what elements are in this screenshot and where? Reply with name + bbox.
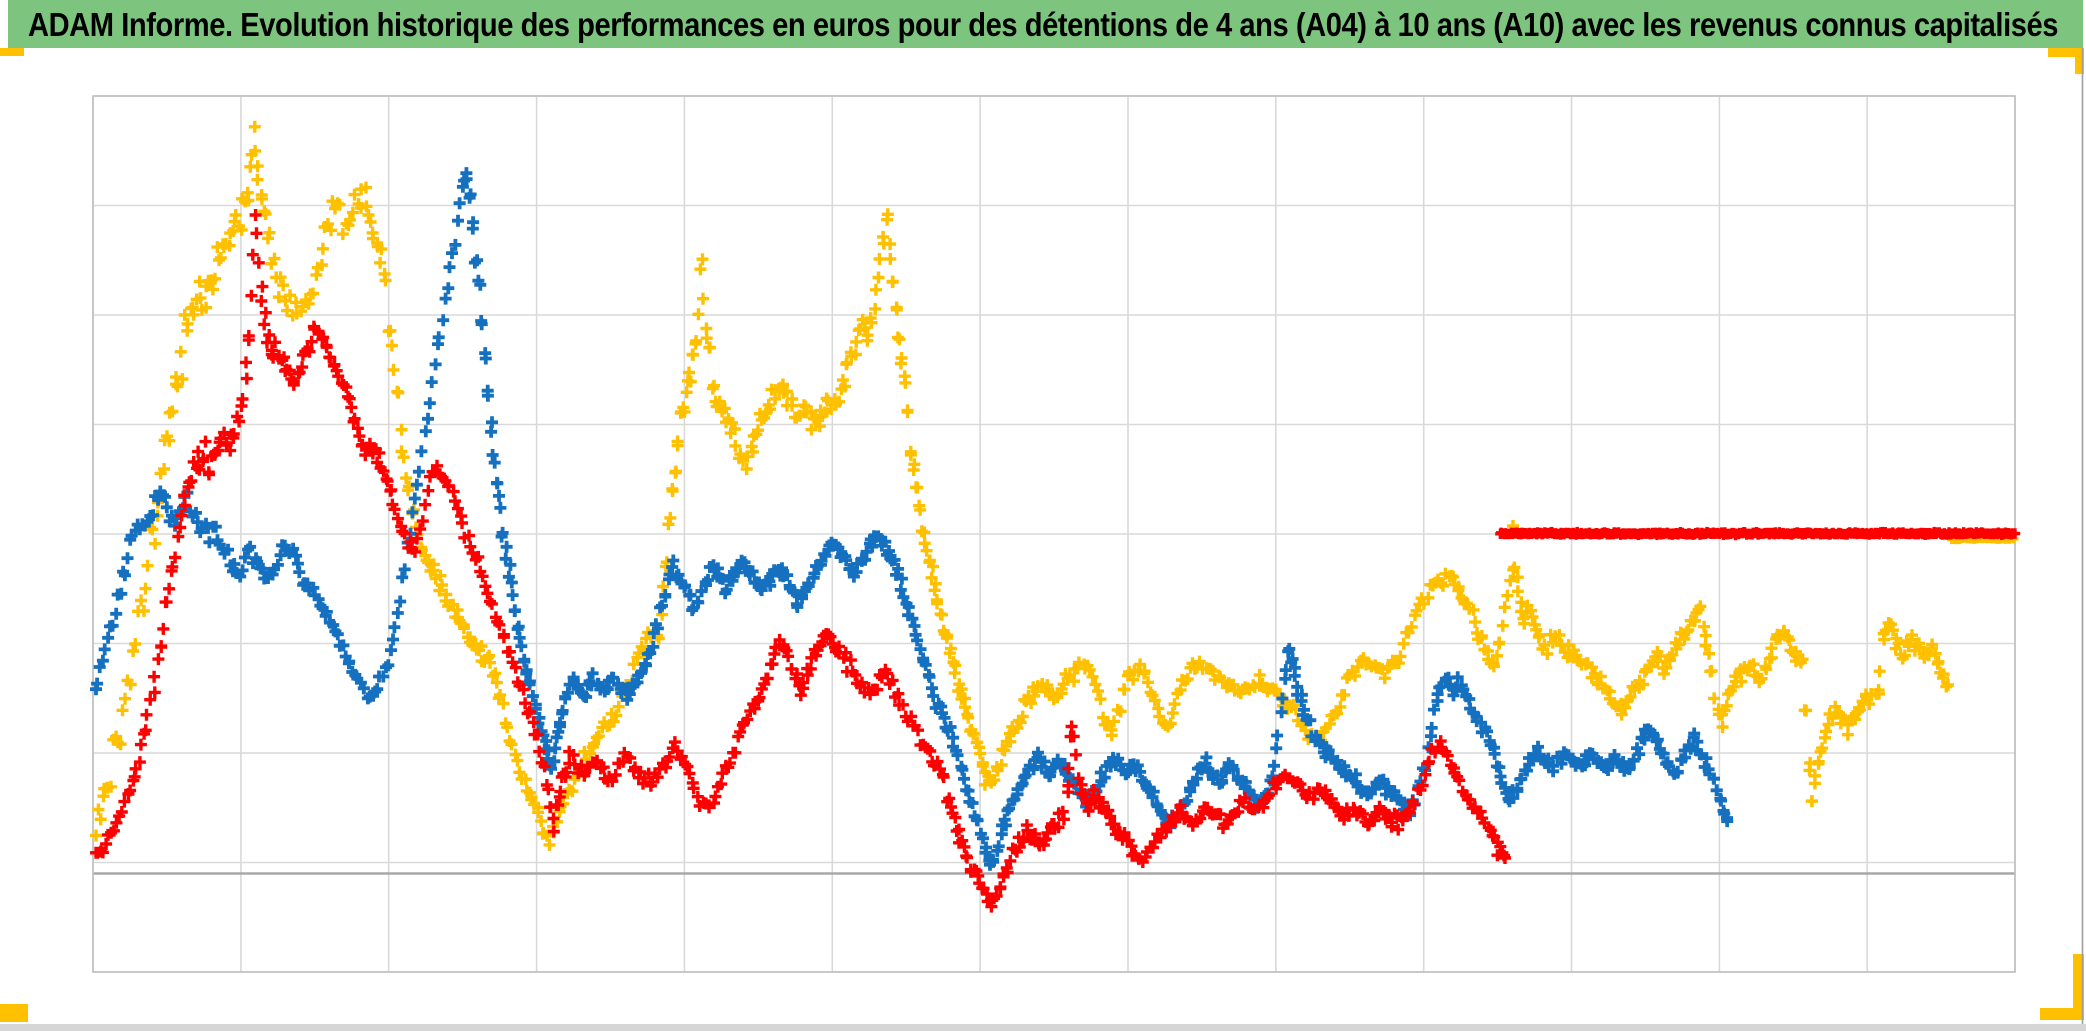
corner-mark-bottom-right-vertical (2073, 954, 2084, 1020)
corner-mark-top-left (0, 48, 24, 56)
chart-title: ADAM Informe. Evolution historique des p… (28, 6, 2058, 43)
corner-marks (0, 48, 2084, 1022)
series-blue (90, 167, 1734, 871)
corner-mark-top-right-horizontal (2048, 48, 2084, 57)
series-gold (90, 120, 2019, 851)
corner-mark-bottom-right-horizontal (2040, 1008, 2084, 1020)
bottom-scrollbar-track (0, 1024, 2086, 1031)
corner-mark-top-right-vertical (2075, 48, 2084, 74)
series-red (90, 209, 2021, 913)
corner-mark-bottom-left (0, 1004, 28, 1022)
scatter-series-group (90, 120, 2021, 913)
title-bar (8, 0, 2083, 48)
